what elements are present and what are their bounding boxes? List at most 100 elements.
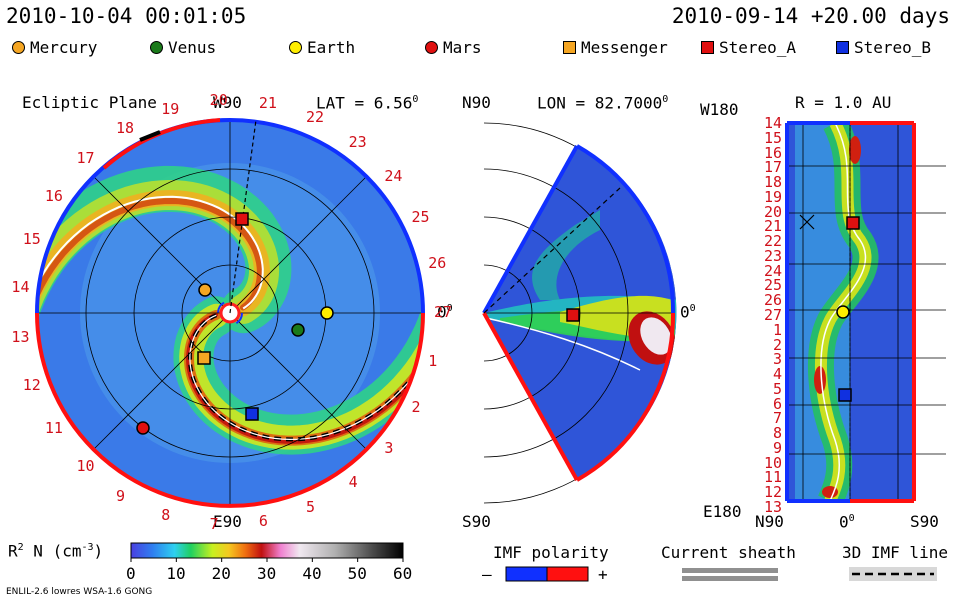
legend-venus: Venus [150, 38, 216, 57]
sphere-tick-label: 22 [763, 232, 782, 251]
circle-marker-icon [12, 41, 25, 54]
legend-label: Earth [307, 38, 356, 57]
carrington-tick-label: 6 [258, 511, 268, 530]
colorbar [130, 542, 404, 562]
sphere-tick-label: 21 [763, 217, 782, 236]
imf-polarity-label: IMF polarity [493, 543, 609, 562]
datetime-label: 2010-10-04 00:01:05 [6, 4, 247, 28]
legend-label: Mercury [30, 38, 98, 57]
earth-marker [320, 306, 334, 320]
legend-stereo-b: Stereo_B [836, 38, 931, 57]
colorbar-tick-label: 30 [257, 564, 277, 583]
meridional-s90: S90 [462, 512, 491, 531]
colorbar-tick-label: 40 [302, 564, 322, 583]
sphere-tick-label: 3 [772, 350, 782, 369]
legend-stereo-a: Stereo_A [701, 38, 796, 57]
imf-line-key [849, 567, 937, 581]
imf-plus-label: + [598, 565, 608, 584]
carrington-tick-label: 9 [116, 486, 126, 505]
sphere-earth-marker [836, 305, 850, 319]
legend-earth: Earth [289, 38, 355, 57]
current-sheath-label: Current sheath [661, 543, 796, 562]
carrington-tick-label: 3 [384, 439, 394, 458]
colorbar-tick-label: 0 [126, 564, 136, 583]
legend-mercury: Mercury [12, 38, 97, 57]
carrington-tick-label: 24 [384, 166, 403, 185]
sphere-tick-label: 6 [772, 394, 782, 413]
stereo-a-marker [235, 212, 249, 226]
sphere-stereo-b-marker [838, 388, 852, 402]
legend-label: Stereo_B [854, 38, 932, 57]
carrington-tick-label: 13 [11, 327, 30, 346]
sphere-tick-label: 13 [763, 498, 782, 516]
square-marker-icon [701, 41, 714, 54]
legend-label: Venus [168, 38, 217, 57]
sphere-tick-label: 1 [772, 320, 782, 339]
legend-messenger: Messenger [563, 38, 668, 57]
sphere-tick-label: 20 [763, 202, 782, 221]
colorbar-tick-label: 10 [166, 564, 186, 583]
sphere-tick-label: 23 [763, 246, 782, 265]
sphere-title: R = 1.0 AU [795, 93, 892, 112]
meridional-zero-label: 00 [680, 302, 696, 322]
stereo-b-marker [245, 407, 259, 421]
current-sheath-key [682, 568, 778, 581]
sphere-w180: W180 [700, 100, 739, 119]
messenger-marker [197, 351, 211, 365]
circle-marker-icon [289, 41, 302, 54]
sphere-tick-label: 19 [763, 187, 782, 206]
ecliptic-rim-red [35, 312, 425, 508]
carrington-tick-label: 5 [305, 497, 315, 516]
sphere-zero: 00 [839, 512, 855, 532]
carrington-tick-label: 7 [209, 514, 219, 533]
sphere-tick-label: 17 [763, 158, 782, 177]
carrington-tick-label: 14 [11, 278, 30, 297]
colorbar-tick-label: 50 [347, 564, 367, 583]
ecliptic-plot [35, 117, 425, 508]
colorbar-label: R2 N (cm-3) [8, 541, 104, 561]
sphere-tick-label: 8 [772, 424, 782, 443]
ecliptic-w90: W90 [213, 93, 242, 112]
sphere-tick-label: 12 [763, 483, 782, 502]
sphere-tick-label: 26 [763, 291, 782, 310]
forecast-label: 2010-09-14 +20.00 days [671, 4, 950, 28]
meridional-stereo-a-marker [566, 308, 580, 322]
carrington-tick-label: 12 [22, 375, 41, 394]
model-credit: ENLIL-2.6 lowres WSA-1.6 GONG [6, 587, 153, 597]
sphere-tick-label: 14 [763, 114, 782, 132]
carrington-tick-label: 18 [116, 119, 135, 138]
earth-imf-line [229, 119, 257, 314]
sphere-tick-label: 10 [763, 453, 782, 472]
legend-label: Stereo_A [719, 38, 797, 57]
carrington-tick-label: 17 [76, 148, 95, 167]
sphere-tick-label: 24 [763, 261, 782, 280]
carrington-tick-label: 15 [22, 230, 41, 249]
carrington-tick-label: 4 [348, 473, 358, 492]
carrington-tick-label: 2 [411, 398, 421, 417]
carrington-tick-label: 11 [44, 419, 63, 438]
ecliptic-rim-blue [35, 117, 425, 314]
sphere-tick-label: 7 [772, 409, 782, 428]
meridional-lon: LON = 82.70000 [537, 93, 669, 113]
venus-marker [291, 323, 305, 337]
square-marker-icon [836, 41, 849, 54]
legend-mars: Mars [425, 38, 482, 57]
sphere-s90: S90 [910, 512, 939, 531]
sphere-tick-label: 15 [763, 128, 782, 147]
mercury-marker [198, 283, 212, 297]
mars-marker [136, 421, 150, 435]
carrington-tick-label: 1 [428, 351, 438, 370]
sphere-map-plot [785, 121, 946, 503]
sphere-e180: E180 [703, 502, 742, 521]
carrington-tick-label: 25 [411, 207, 430, 226]
ecliptic-title: Ecliptic Plane [22, 93, 157, 112]
legend-label: Messenger [581, 38, 668, 57]
carrington-tick-label: 26 [428, 254, 447, 273]
ecliptic-lat: LAT = 6.560 [316, 93, 419, 113]
circle-marker-icon [150, 41, 163, 54]
meridional-n90: N90 [462, 93, 491, 112]
circle-marker-icon [425, 41, 438, 54]
square-marker-icon [563, 41, 576, 54]
